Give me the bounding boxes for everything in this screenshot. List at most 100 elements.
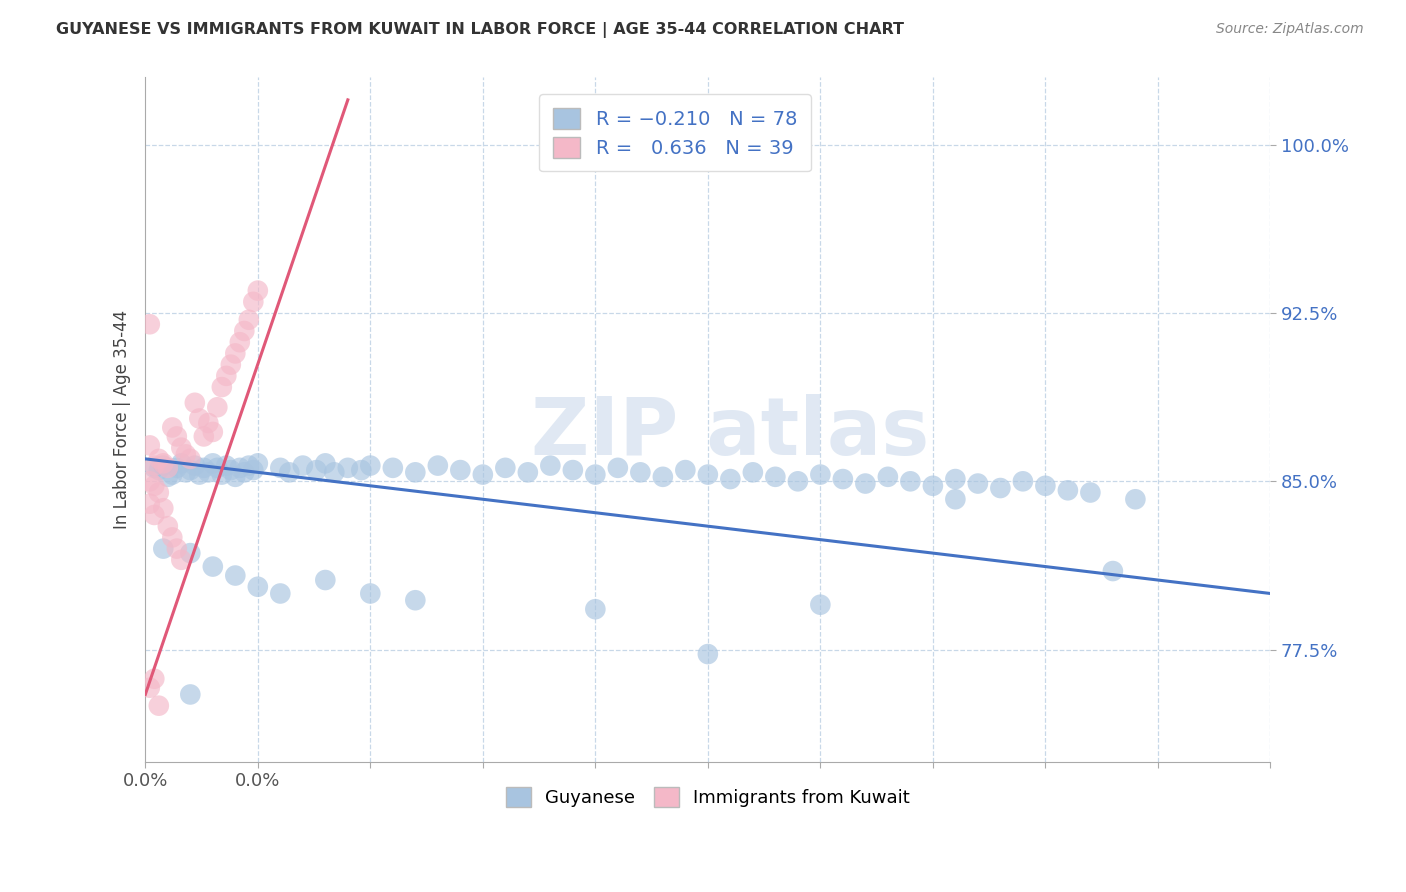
Point — [238, 458, 260, 473]
Point — [148, 451, 170, 466]
Point — [174, 466, 197, 480]
Point — [1012, 475, 1035, 489]
Point — [139, 475, 162, 489]
Point — [314, 456, 336, 470]
Point — [876, 470, 898, 484]
Point — [170, 441, 193, 455]
Point — [314, 573, 336, 587]
Point — [583, 467, 606, 482]
Point — [179, 463, 201, 477]
Point — [162, 467, 184, 482]
Point — [139, 438, 162, 452]
Point — [943, 492, 966, 507]
Point — [921, 479, 943, 493]
Point — [174, 447, 197, 461]
Point — [188, 411, 211, 425]
Point — [233, 324, 256, 338]
Point — [350, 463, 373, 477]
Point — [449, 463, 471, 477]
Point — [219, 463, 242, 477]
Point — [278, 466, 301, 480]
Point — [246, 284, 269, 298]
Point — [494, 460, 516, 475]
Point — [808, 467, 831, 482]
Point — [561, 463, 583, 477]
Point — [166, 429, 188, 443]
Point — [696, 647, 718, 661]
Point — [808, 598, 831, 612]
Point — [201, 559, 224, 574]
Point — [628, 466, 651, 480]
Point — [184, 396, 207, 410]
Point — [224, 346, 246, 360]
Text: GUYANESE VS IMMIGRANTS FROM KUWAIT IN LABOR FORCE | AGE 35-44 CORRELATION CHART: GUYANESE VS IMMIGRANTS FROM KUWAIT IN LA… — [56, 22, 904, 38]
Point — [831, 472, 853, 486]
Point — [179, 546, 201, 560]
Point — [269, 586, 291, 600]
Point — [170, 456, 193, 470]
Y-axis label: In Labor Force | Age 35-44: In Labor Force | Age 35-44 — [114, 310, 131, 529]
Point — [583, 602, 606, 616]
Point — [207, 460, 229, 475]
Point — [162, 420, 184, 434]
Point — [242, 294, 264, 309]
Point — [224, 470, 246, 484]
Point — [696, 467, 718, 482]
Point — [291, 458, 314, 473]
Point — [1102, 564, 1125, 578]
Point — [156, 470, 179, 484]
Point — [606, 460, 628, 475]
Point — [651, 470, 673, 484]
Point — [673, 463, 696, 477]
Point — [404, 593, 426, 607]
Point — [148, 698, 170, 713]
Point — [193, 429, 215, 443]
Point — [336, 460, 359, 475]
Point — [219, 358, 242, 372]
Point — [188, 467, 211, 482]
Point — [246, 580, 269, 594]
Point — [139, 318, 162, 332]
Point — [786, 475, 808, 489]
Point — [152, 501, 174, 516]
Point — [143, 460, 166, 475]
Text: Source: ZipAtlas.com: Source: ZipAtlas.com — [1216, 22, 1364, 37]
Point — [162, 530, 184, 544]
Point — [1035, 479, 1057, 493]
Point — [215, 458, 238, 473]
Point — [741, 466, 763, 480]
Point — [323, 466, 346, 480]
Point — [201, 425, 224, 439]
Point — [211, 380, 233, 394]
Point — [166, 460, 188, 475]
Point — [359, 586, 381, 600]
Point — [166, 541, 188, 556]
Point — [197, 416, 219, 430]
Point — [143, 479, 166, 493]
Point — [139, 497, 162, 511]
Legend: Guyanese, Immigrants from Kuwait: Guyanese, Immigrants from Kuwait — [499, 780, 917, 814]
Point — [538, 458, 561, 473]
Point — [229, 335, 252, 350]
Point — [359, 458, 381, 473]
Point — [170, 553, 193, 567]
Point — [143, 672, 166, 686]
Point — [143, 508, 166, 522]
Point — [207, 401, 229, 415]
Point — [967, 476, 990, 491]
Point — [184, 458, 207, 473]
Point — [224, 568, 246, 582]
Point — [148, 485, 170, 500]
Point — [471, 467, 494, 482]
Point — [152, 541, 174, 556]
Point — [242, 463, 264, 477]
Point — [197, 466, 219, 480]
Point — [990, 481, 1012, 495]
Point — [229, 460, 252, 475]
Point — [233, 466, 256, 480]
Point — [1080, 485, 1102, 500]
Point — [215, 368, 238, 383]
Point — [516, 466, 538, 480]
Point — [426, 458, 449, 473]
Point — [943, 472, 966, 486]
